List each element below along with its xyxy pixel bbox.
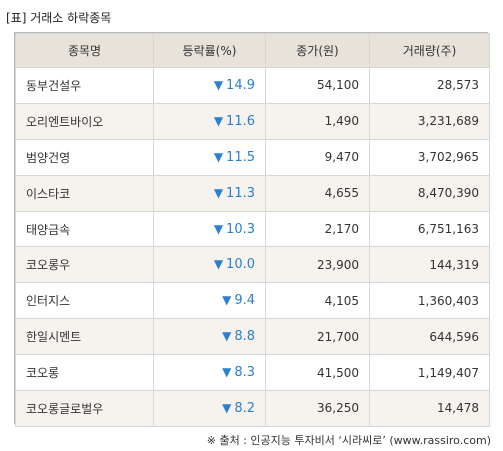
- down-triangle-icon: ▼: [222, 400, 232, 415]
- table-row: 코오롱글로벌우 ▼ 8.2 36,250 14,478: [15, 390, 490, 427]
- closing-price-cell: 4,655: [265, 174, 370, 212]
- volume-cell: 3,231,689: [369, 102, 490, 140]
- table-row: 코오롱 ▼ 8.3 41,500 1,149,407: [15, 354, 490, 392]
- change-rate-cell: ▼ 8.8: [153, 318, 266, 356]
- change-rate-value: 10.0: [226, 257, 255, 273]
- closing-price-cell: 41,500: [265, 354, 370, 392]
- change-rate-cell: ▼ 10.3: [153, 210, 266, 248]
- table-body: 동부건설우 ▼ 14.9 54,100 28,573 오리엔트바이오 ▼ 11.6 1,490 3…: [15, 67, 490, 427]
- volume-cell: 8,470,390: [369, 174, 490, 212]
- change-rate-cell: ▼ 8.2: [153, 390, 266, 427]
- change-rate-value: 11.6: [226, 113, 255, 129]
- down-triangle-icon: ▼: [213, 77, 224, 92]
- volume-cell: 6,751,163: [369, 210, 490, 248]
- down-triangle-icon: ▼: [222, 293, 232, 308]
- stock-name-cell: 태양금속: [15, 210, 154, 248]
- header-volume: 거래량(주): [369, 33, 490, 68]
- stock-name-cell: 동부건설우: [15, 67, 154, 104]
- table-row: 범양건영 ▼ 11.5 9,470 3,702,965: [15, 138, 490, 176]
- change-rate-value: 8.2: [234, 400, 255, 416]
- table-row: 동부건설우 ▼ 14.9 54,100 28,573: [15, 67, 490, 104]
- header-change-rate: 등락률(%): [153, 33, 266, 68]
- change-rate-value: 10.3: [226, 221, 255, 237]
- down-triangle-icon: ▼: [213, 113, 224, 128]
- table-row: 인터지스 ▼ 9.4 4,105 1,360,403: [15, 282, 490, 320]
- page-title: [표] 거래소 하락종목: [6, 11, 112, 25]
- down-triangle-icon: ▼: [213, 185, 224, 200]
- change-rate-cell: ▼ 14.9: [153, 67, 266, 104]
- closing-price-cell: 36,250: [265, 390, 370, 427]
- down-triangle-icon: ▼: [213, 221, 224, 236]
- down-triangle-icon: ▼: [213, 149, 224, 164]
- change-rate-value: 11.5: [226, 149, 255, 165]
- stock-name-cell: 인터지스: [15, 282, 154, 320]
- volume-cell: 3,702,965: [369, 138, 490, 176]
- table-row: 오리엔트바이오 ▼ 11.6 1,490 3,231,689: [15, 102, 490, 140]
- change-rate-cell: ▼ 9.4: [153, 282, 266, 320]
- down-triangle-icon: ▼: [222, 329, 232, 344]
- change-rate-cell: ▼ 11.5: [153, 138, 266, 176]
- change-rate-value: 8.3: [234, 365, 255, 381]
- volume-cell: 644,596: [369, 318, 490, 356]
- change-rate-cell: ▼ 11.3: [153, 174, 266, 212]
- change-rate-value: 14.9: [226, 77, 255, 93]
- table-row: 이스타코 ▼ 11.3 4,655 8,470,390: [15, 174, 490, 212]
- stock-name-cell: 코오롱: [15, 354, 154, 392]
- closing-price-cell: 4,105: [265, 282, 370, 320]
- volume-cell: 28,573: [369, 67, 490, 104]
- change-rate-cell: ▼ 8.3: [153, 354, 266, 392]
- change-rate-cell: ▼ 11.6: [153, 102, 266, 140]
- closing-price-cell: 9,470: [265, 138, 370, 176]
- change-rate-value: 9.4: [234, 293, 255, 309]
- table-row: 한일시멘트 ▼ 8.8 21,700 644,596: [15, 318, 490, 356]
- stock-name-cell: 한일시멘트: [15, 318, 154, 356]
- closing-price-cell: 54,100: [265, 67, 370, 104]
- change-rate-cell: ▼ 10.0: [153, 246, 266, 284]
- table-row: 코오롱우 ▼ 10.0 23,900 144,319: [15, 246, 490, 284]
- volume-cell: 1,360,403: [369, 282, 490, 320]
- stock-name-cell: 범양건영: [15, 138, 154, 176]
- closing-price-cell: 23,900: [265, 246, 370, 284]
- stock-name-cell: 오리엔트바이오: [15, 102, 154, 140]
- header-stock-name: 종목명: [15, 33, 154, 68]
- volume-cell: 144,319: [369, 246, 490, 284]
- volume-cell: 14,478: [369, 390, 490, 427]
- down-triangle-icon: ▼: [222, 365, 232, 380]
- stock-name-cell: 코오롱글로벌우: [15, 390, 154, 427]
- change-rate-value: 8.8: [234, 329, 255, 345]
- volume-cell: 1,149,407: [369, 354, 490, 392]
- header-closing-price: 종가(원): [265, 33, 370, 68]
- closing-price-cell: 2,170: [265, 210, 370, 248]
- falling-stocks-table: 종목명 등락률(%) 종가(원) 거래량(주) 동부건설우 ▼ 14.9 54,100…: [14, 32, 490, 427]
- stock-name-cell: 코오롱우: [15, 246, 154, 284]
- closing-price-cell: 21,700: [265, 318, 370, 356]
- change-rate-value: 11.3: [226, 185, 255, 201]
- closing-price-cell: 1,490: [265, 102, 370, 140]
- down-triangle-icon: ▼: [213, 257, 224, 272]
- table-row: 태양금속 ▼ 10.3 2,170 6,751,163: [15, 210, 490, 248]
- table-header-row: 종목명 등락률(%) 종가(원) 거래량(주): [15, 33, 490, 68]
- stock-name-cell: 이스타코: [15, 174, 154, 212]
- source-note: ※ 출처 : 인공지능 투자비서 ‘시라씨로’ (www.rassiro.com…: [206, 434, 491, 447]
